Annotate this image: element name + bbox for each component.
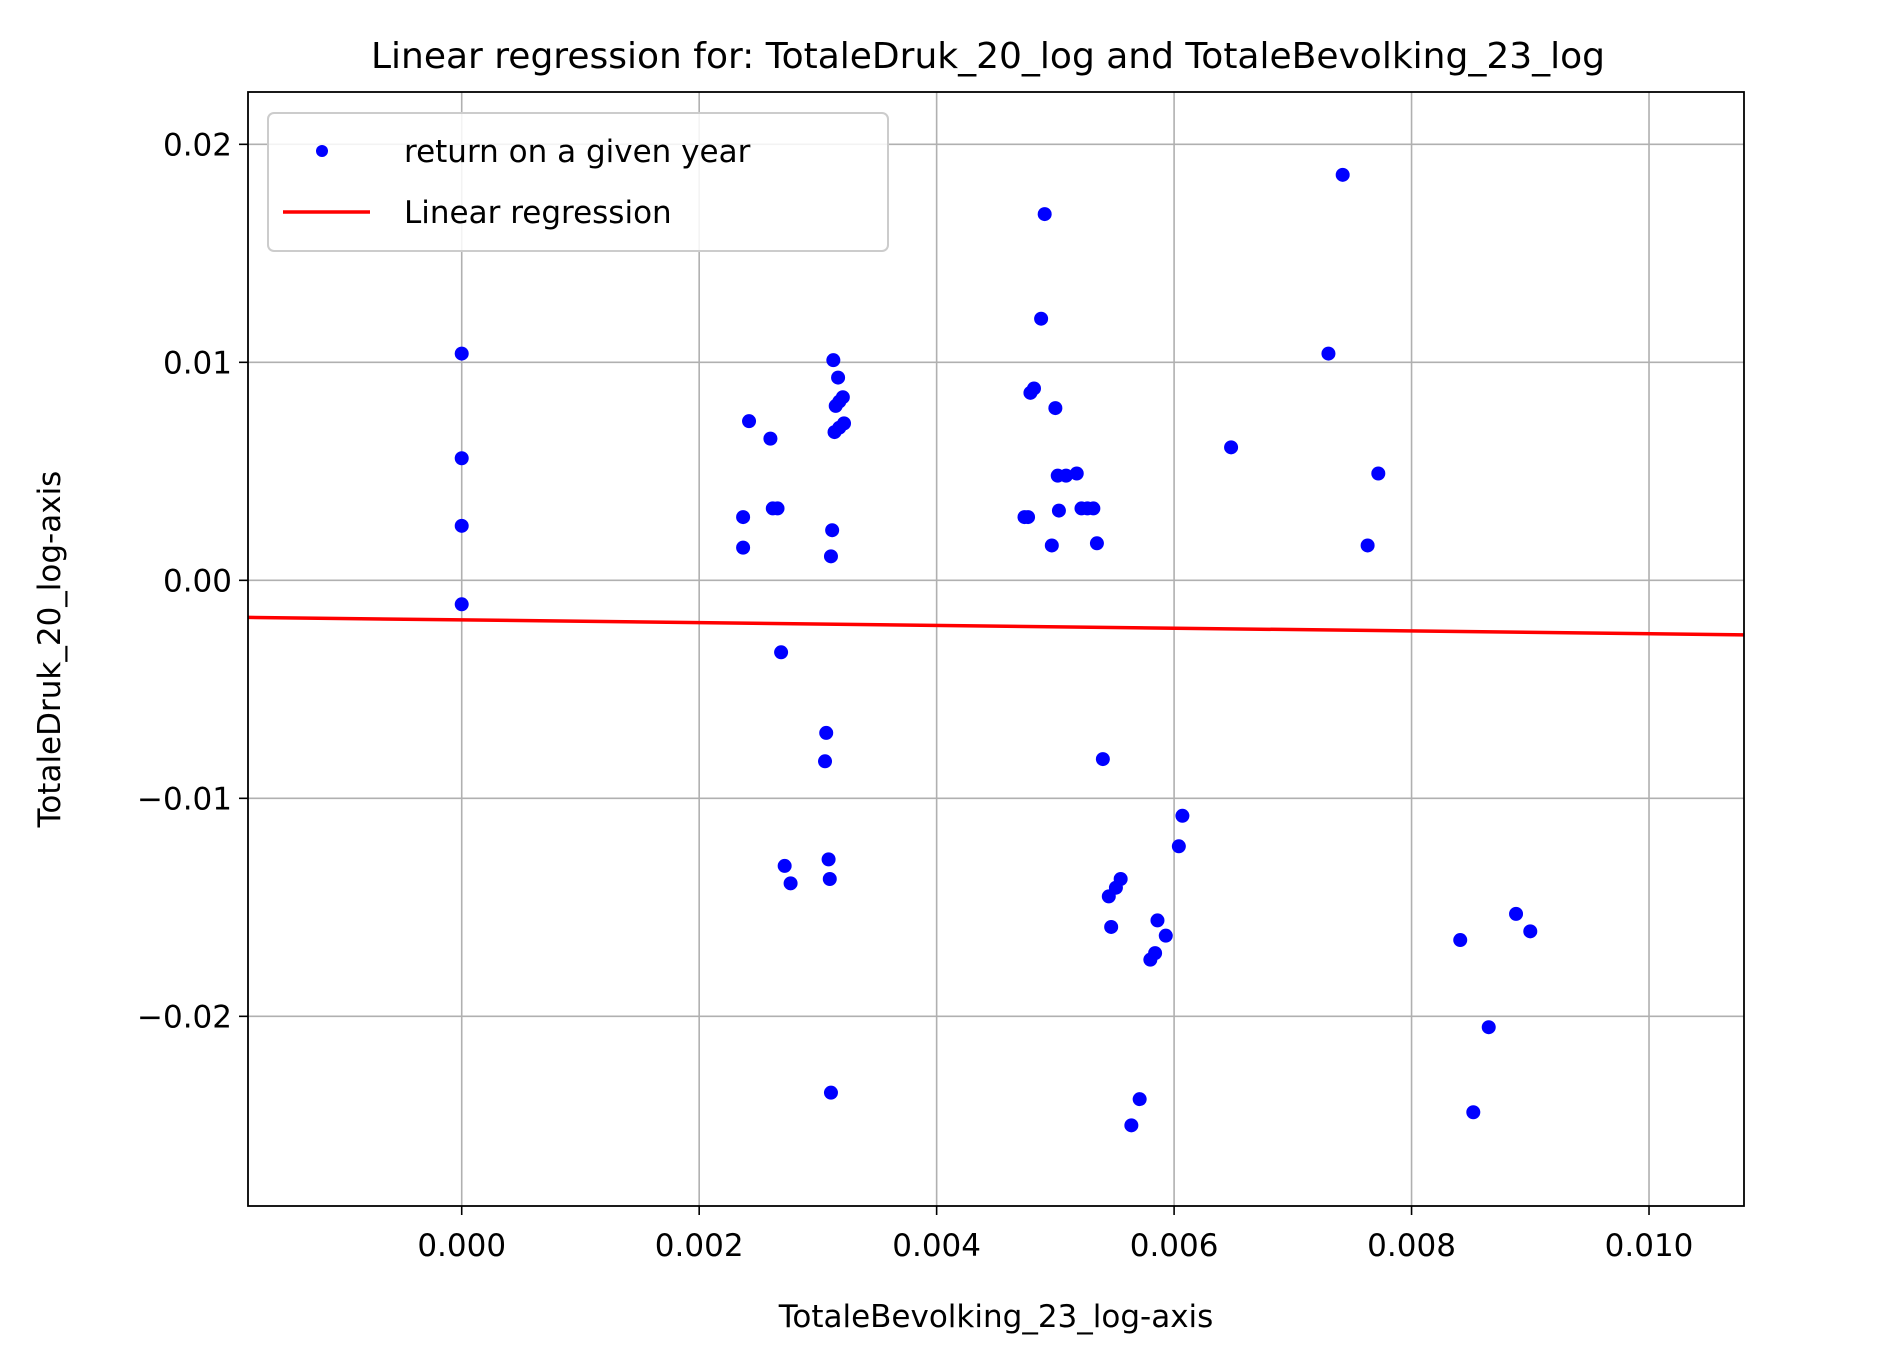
scatter-point xyxy=(1104,919,1119,934)
scatter-point xyxy=(832,394,847,409)
scatter-point xyxy=(1150,913,1165,928)
scatter-point xyxy=(1143,952,1158,967)
scatter-point xyxy=(1059,468,1074,483)
scatter-point xyxy=(1089,536,1104,551)
x-tick-label: 0.002 xyxy=(655,1228,744,1264)
y-tick-label: 0.00 xyxy=(163,563,232,599)
chart-title: Linear regression for: TotaleDruk_20_log… xyxy=(371,36,1605,77)
scatter-point xyxy=(823,549,838,564)
scatter-point xyxy=(831,370,846,385)
legend: return on a given year Linear regression xyxy=(267,112,889,252)
scatter-point xyxy=(1034,311,1049,326)
y-axis-ticks: 0.02 0.01 0.00 −0.01 −0.02 xyxy=(137,127,248,1035)
scatter-point xyxy=(774,645,789,660)
plot-area xyxy=(247,167,1745,1133)
scatter-point xyxy=(1124,1118,1139,1133)
scatter-point xyxy=(1158,928,1173,943)
scatter-point xyxy=(1048,401,1063,416)
legend-label-regression: Linear regression xyxy=(404,195,672,231)
x-tick-label: 0.010 xyxy=(1605,1228,1694,1264)
scatter-point xyxy=(454,346,469,361)
y-tick-label: 0.01 xyxy=(163,345,232,381)
scatter-point xyxy=(826,353,841,368)
scatter-point xyxy=(454,518,469,533)
scatter-point xyxy=(1453,933,1468,948)
x-tick-label: 0.006 xyxy=(1130,1228,1219,1264)
scatter-point xyxy=(783,876,798,891)
scatter-point xyxy=(1481,1020,1496,1035)
scatter-point xyxy=(1023,385,1038,400)
scatter-point xyxy=(1466,1105,1481,1120)
x-axis-ticks: 0.000 0.002 0.004 0.006 0.008 0.010 xyxy=(417,1206,1693,1264)
scatter-point xyxy=(1523,924,1538,939)
scatter-point xyxy=(1095,752,1110,767)
grid-lines xyxy=(248,92,1744,1206)
y-axis-label: TotaleDruk_20_log-axis xyxy=(32,471,68,829)
x-tick-label: 0.008 xyxy=(1367,1228,1456,1264)
scatter-point xyxy=(1086,501,1101,516)
scatter-point xyxy=(736,510,751,525)
scatter-point xyxy=(823,1085,838,1100)
scatter-point xyxy=(736,540,751,555)
x-tick-label: 0.000 xyxy=(417,1228,506,1264)
scatter-point xyxy=(827,425,842,440)
scatter-point xyxy=(454,597,469,612)
scatter-point xyxy=(1335,167,1350,182)
scatter-point xyxy=(1224,440,1239,455)
plot-frame xyxy=(247,91,1745,1207)
y-tick-label: 0.02 xyxy=(163,127,232,163)
legend-scatter-marker xyxy=(316,145,328,157)
scatter-point xyxy=(822,871,837,886)
legend-label-scatter: return on a given year xyxy=(404,134,751,170)
scatter-point xyxy=(1360,538,1375,553)
scatter-point xyxy=(1132,1092,1147,1107)
scatter-point xyxy=(1051,503,1066,518)
scatter-point xyxy=(1021,510,1036,525)
scatter-point xyxy=(1321,346,1336,361)
x-axis-label: TotaleBevolking_23_log-axis xyxy=(778,1299,1214,1335)
scatter-point xyxy=(763,431,778,446)
scatter-point xyxy=(1037,207,1052,222)
scatter-point xyxy=(1371,466,1386,481)
scatter-point xyxy=(818,754,833,769)
y-tick-label: −0.01 xyxy=(137,781,232,817)
legend-box xyxy=(267,112,889,252)
x-tick-label: 0.004 xyxy=(892,1228,981,1264)
scatter-point xyxy=(819,725,834,740)
scatter-point xyxy=(1509,906,1524,921)
scatter-point xyxy=(1171,839,1186,854)
scatter-point xyxy=(770,501,785,516)
scatter-point xyxy=(825,523,840,538)
scatter-point xyxy=(1175,808,1190,823)
scatter-point xyxy=(1113,871,1128,886)
regression-line xyxy=(247,615,1745,637)
scatter-point xyxy=(1069,466,1084,481)
y-tick-label: −0.02 xyxy=(137,999,232,1035)
scatter-point xyxy=(1044,538,1059,553)
scatter-point xyxy=(777,858,792,873)
scatter-point xyxy=(742,414,757,429)
scatter-point xyxy=(454,451,469,466)
scatter-point xyxy=(821,852,836,867)
